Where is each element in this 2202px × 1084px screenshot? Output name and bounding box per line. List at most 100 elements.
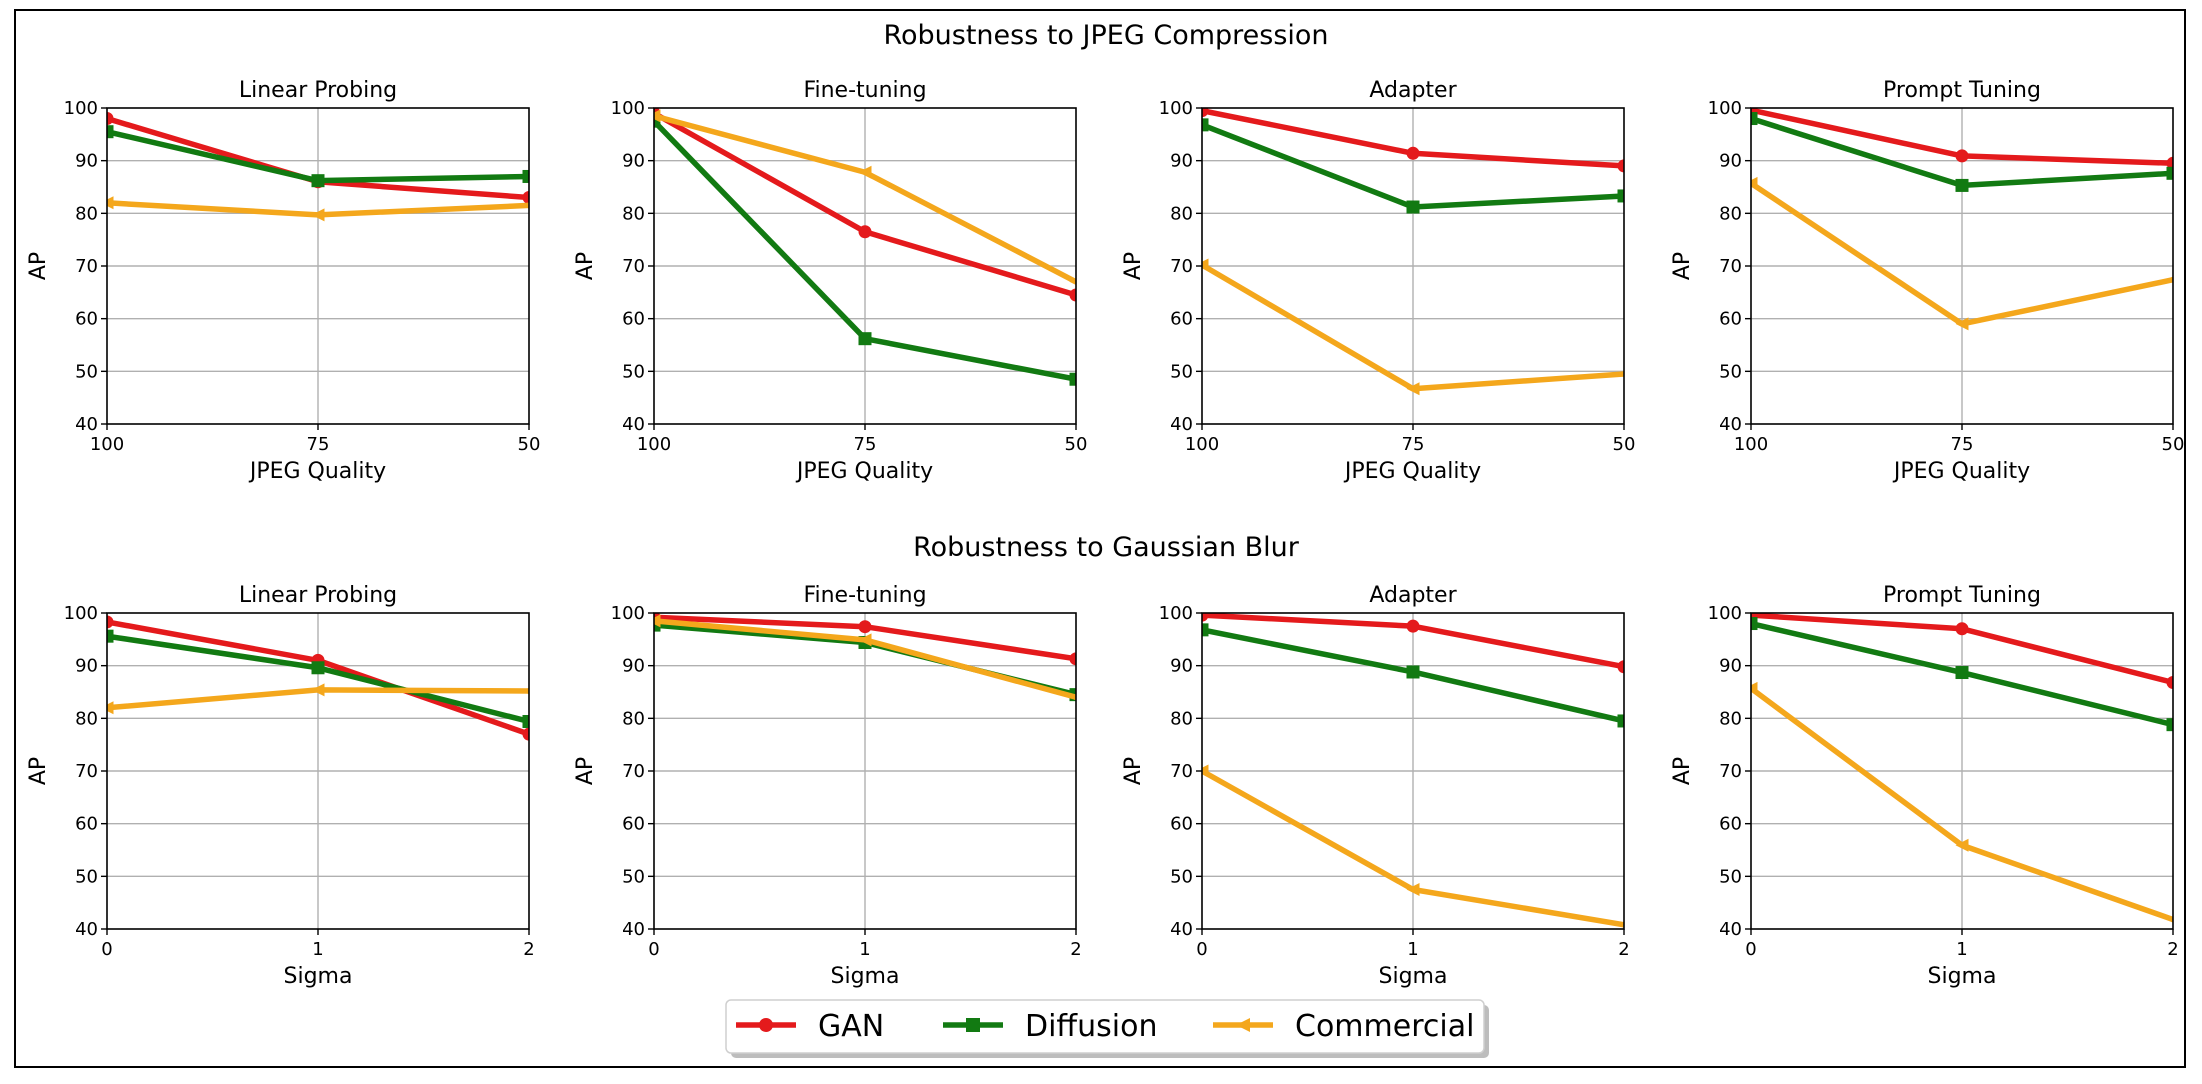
data-point-commercial xyxy=(1202,258,1209,272)
x-tick-label: 2 xyxy=(2167,939,2178,960)
series-layer xyxy=(1751,613,2173,923)
y-tick-label: 50 xyxy=(622,866,645,887)
data-point-gan xyxy=(107,112,114,126)
data-point-gan xyxy=(1955,149,1969,163)
data-point-commercial xyxy=(522,687,529,695)
legend-entry-gan: GAN xyxy=(736,1009,884,1044)
x-tick-label: 1 xyxy=(1407,939,1418,960)
x-tick-label: 1 xyxy=(312,939,323,960)
y-tick-label: 80 xyxy=(622,203,645,224)
y-tick-label: 90 xyxy=(622,656,645,677)
data-point-commercial xyxy=(1955,838,1969,852)
y-tick-label: 60 xyxy=(622,814,645,835)
panel-jpeg-adapter: 40 50 60 70 80 90 100 100 75 50 JPEG Quality AP Adap… xyxy=(1121,78,1635,484)
data-point-gan xyxy=(858,620,872,634)
legend-box xyxy=(725,999,1485,1054)
data-point-gan xyxy=(1069,652,1076,666)
panel-blur-prompt-tuning: 40 50 60 70 80 90 100 0 1 2 Sigma AP Prompt Tuning xyxy=(1670,583,2179,989)
data-point-commercial xyxy=(107,196,114,210)
panel-jpeg-prompt-tuning: 40 50 60 70 80 90 100 100 75 50 JPEG Quality AP Prom… xyxy=(1670,78,2184,484)
y-tick-label: 80 xyxy=(1719,203,1742,224)
data-point-commercial xyxy=(654,109,661,123)
legend-label: Commercial xyxy=(1295,1009,1474,1044)
series-layer xyxy=(107,112,529,222)
plot-frame xyxy=(1201,107,1625,425)
y-tick-label: 70 xyxy=(1719,256,1742,277)
y-tick-label: 70 xyxy=(622,761,645,782)
panel-blur-fine-tuning: 40 50 60 70 80 90 100 0 1 2 Sigma AP Fine-tuning xyxy=(573,583,1082,989)
y-tick-label: 40 xyxy=(1170,919,1193,940)
plot-frame xyxy=(106,612,530,930)
x-axis-label: JPEG Quality xyxy=(1343,459,1481,484)
y-axis-label: AP xyxy=(1121,757,1146,785)
x-tick-label: 100 xyxy=(1185,434,1219,455)
data-point-commercial xyxy=(2166,916,2173,923)
y-tick-label: 100 xyxy=(611,603,645,624)
data-point-commercial xyxy=(1617,921,1624,929)
y-axis-label: AP xyxy=(573,757,598,785)
y-tick-label: 50 xyxy=(1719,361,1742,382)
data-point-commercial xyxy=(1406,883,1420,896)
y-tick-label: 60 xyxy=(622,309,645,330)
x-tick-label: 100 xyxy=(90,434,124,455)
data-point-gan xyxy=(522,727,529,741)
legend-marker xyxy=(966,1018,980,1032)
data-point-gan xyxy=(2166,156,2173,170)
data-point-commercial xyxy=(1202,764,1209,778)
y-tick-label: 40 xyxy=(622,414,645,435)
x-axis-label: JPEG Quality xyxy=(248,459,386,484)
plot-frame xyxy=(1750,612,2174,930)
y-tick-label: 80 xyxy=(1719,708,1742,729)
row-title-jpeg: Robustness to JPEG Compression xyxy=(883,20,1328,51)
data-point-gan xyxy=(1202,108,1209,118)
x-tick-label: 100 xyxy=(637,434,671,455)
plot-frame xyxy=(1750,107,2174,425)
y-tick-label: 100 xyxy=(1159,603,1193,624)
panel-title: Fine-tuning xyxy=(803,78,926,103)
y-tick-label: 100 xyxy=(1708,603,1742,624)
data-point-diffusion xyxy=(1202,623,1209,637)
x-axis-label: JPEG Quality xyxy=(1892,459,2030,484)
y-tick-label: 50 xyxy=(1170,866,1193,887)
panel-title: Linear Probing xyxy=(239,583,397,608)
x-tick-label: 100 xyxy=(1734,434,1768,455)
x-tick-label: 50 xyxy=(2162,434,2185,455)
x-tick-label: 1 xyxy=(1956,939,1967,960)
panel-blur-adapter: 40 50 60 70 80 90 100 0 1 2 Sigma AP Adapter xyxy=(1121,583,1630,989)
data-point-gan xyxy=(1955,622,1969,636)
data-point-gan xyxy=(1069,288,1076,302)
y-tick-label: 40 xyxy=(1719,919,1742,940)
y-tick-label: 100 xyxy=(1159,98,1193,119)
y-tick-label: 90 xyxy=(75,151,98,172)
data-point-diffusion xyxy=(1069,372,1076,386)
y-tick-label: 60 xyxy=(1719,309,1742,330)
y-tick-label: 90 xyxy=(1719,151,1742,172)
y-tick-label: 50 xyxy=(622,361,645,382)
data-point-diffusion xyxy=(1617,714,1624,728)
legend: GAN Diffusion Commercial xyxy=(725,999,1489,1058)
data-point-gan xyxy=(1617,159,1624,173)
y-tick-label: 80 xyxy=(1170,203,1193,224)
panel-title: Fine-tuning xyxy=(803,583,926,608)
x-tick-label: 0 xyxy=(101,939,112,960)
data-point-commercial xyxy=(522,202,529,209)
x-tick-label: 50 xyxy=(518,434,541,455)
data-point-diffusion xyxy=(311,661,325,675)
data-point-diffusion xyxy=(1202,118,1209,132)
y-tick-label: 60 xyxy=(1719,814,1742,835)
y-tick-label: 80 xyxy=(75,708,98,729)
data-point-gan xyxy=(522,191,529,205)
data-point-commercial xyxy=(311,683,325,697)
y-tick-label: 40 xyxy=(622,919,645,940)
data-point-diffusion xyxy=(2166,718,2173,732)
x-tick-label: 50 xyxy=(1065,434,1088,455)
y-tick-label: 70 xyxy=(1170,761,1193,782)
data-point-diffusion xyxy=(654,114,661,128)
y-tick-label: 90 xyxy=(622,151,645,172)
data-point-commercial xyxy=(1406,382,1420,396)
x-tick-label: 50 xyxy=(1613,434,1636,455)
y-axis-label: AP xyxy=(26,252,51,280)
x-tick-label: 0 xyxy=(1745,939,1756,960)
plot-frame xyxy=(106,107,530,425)
